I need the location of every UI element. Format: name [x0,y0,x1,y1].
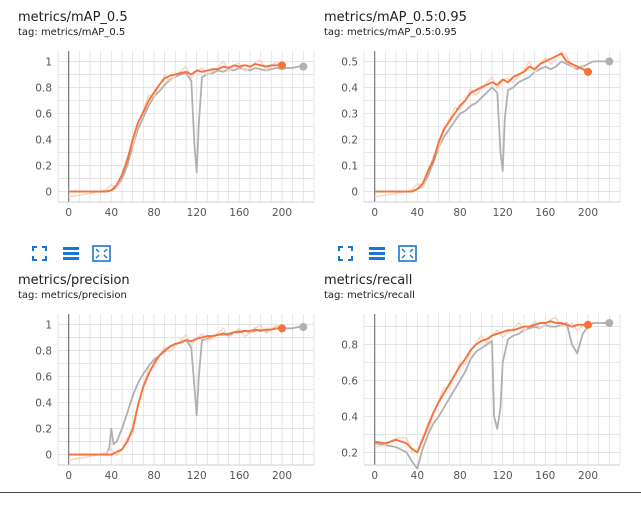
x-tick-label: 80 [453,207,466,219]
x-tick-label: 160 [229,207,249,219]
chart-title: metrics/precision [18,273,130,288]
y-tick-label: 0.6 [35,108,52,120]
y-tick-label: 0.1 [341,161,358,173]
y-tick-label: 0.4 [35,398,52,410]
series-primary-endpoint [584,320,592,329]
fullscreen-icon[interactable] [336,245,355,262]
x-tick-label: 120 [187,470,207,482]
y-tick-label: 0.2 [341,135,358,147]
chart-panel-recall: metrics/recall tag: metrics/recall 0.2 0.… [324,273,629,513]
x-tick-label: 40 [105,207,118,219]
chart-tag: tag: metrics/mAP_0.5:0.95 [324,27,457,38]
chart-plot[interactable]: 0 0.2 0.4 0.6 0.8 1 0 40 80 120 160 200 [18,273,323,493]
x-tick-label: 200 [578,470,598,482]
x-tick-label: 200 [272,207,292,219]
series-primary-line [68,63,282,193]
chart-plot[interactable]: 0 0.1 0.2 0.3 0.4 0.5 0 40 80 120 160 200 [324,10,629,230]
y-tick-label: 0.2 [35,424,52,436]
chart-tag: tag: metrics/mAP_0.5 [18,27,126,38]
series-primary-line [374,320,588,454]
chart-panel-map50: metrics/mAP_0.5 tag: metrics/mAP_0.5 0 0.… [18,10,323,262]
y-tick-label: 0 [45,450,52,462]
x-tick-label: 80 [453,470,466,482]
series-comparison-endpoint [299,323,308,332]
x-tick-label: 0 [65,470,72,482]
x-tick-label: 160 [535,207,555,219]
y-tick-label: 0.3 [341,108,358,120]
y-tick-label: 0.6 [35,371,52,383]
y-tick-label: 0.2 [341,447,358,459]
chart-panel-precision: metrics/precision tag: metrics/precision… [18,273,323,513]
x-tick-label: 0 [371,470,378,482]
series-comparison-endpoint [605,57,614,66]
toggle-lines-icon[interactable] [61,245,80,262]
divider [0,492,641,493]
series-comparison-endpoint [299,62,308,71]
series-primary-endpoint [278,324,286,333]
x-tick-label: 120 [493,470,513,482]
chart-toolbar [30,245,111,262]
series-primary-line [68,327,282,456]
y-tick-label: 0.4 [341,411,358,423]
y-tick-label: 0 [45,187,52,199]
x-tick-label: 80 [147,207,160,219]
series-comparison-line [68,326,304,456]
series-primary-endpoint [278,61,286,70]
series-comparison-endpoint [605,318,614,327]
chart-tag: tag: metrics/precision [18,290,127,301]
x-tick-label: 120 [187,207,207,219]
x-tick-label: 160 [535,470,555,482]
y-tick-label: 1 [45,319,52,331]
x-tick-label: 40 [411,470,424,482]
x-tick-label: 200 [578,207,598,219]
series-primary-endpoint [584,67,592,76]
chart-plot[interactable]: 0.2 0.4 0.6 0.8 0 40 80 120 160 200 [324,273,629,493]
x-tick-label: 200 [272,470,292,482]
x-tick-label: 40 [411,207,424,219]
y-tick-label: 0.4 [35,135,52,147]
series-primary-line [374,52,589,193]
x-tick-label: 0 [65,207,72,219]
fullscreen-icon[interactable] [30,245,49,262]
chart-panel-map50-95: metrics/mAP_0.5:0.95 tag: metrics/mAP_0.… [324,10,629,262]
chart-title: metrics/mAP_0.5:0.95 [324,10,467,25]
y-tick-label: 0.8 [341,340,358,352]
y-tick-label: 0 [351,187,358,199]
x-tick-label: 120 [493,207,513,219]
chart-toolbar [336,245,417,262]
series-comparison-line [374,322,610,470]
y-tick-label: 0.4 [341,82,358,94]
x-tick-label: 160 [229,470,249,482]
x-tick-label: 80 [147,470,160,482]
y-tick-label: 0.5 [341,56,358,68]
toggle-lines-icon[interactable] [367,245,386,262]
y-tick-label: 1 [45,56,52,68]
x-tick-label: 0 [371,207,378,219]
fit-domain-icon[interactable] [398,245,417,262]
chart-title: metrics/mAP_0.5 [18,10,128,25]
chart-title: metrics/recall [324,273,413,288]
x-tick-label: 40 [105,470,118,482]
y-tick-label: 0.8 [35,345,52,357]
y-tick-label: 0.8 [35,82,52,94]
fit-domain-icon[interactable] [92,245,111,262]
chart-tag: tag: metrics/recall [324,290,415,301]
chart-plot[interactable]: 0 0.2 0.4 0.6 0.8 1 0 40 80 120 160 200 [18,10,323,230]
y-tick-label: 0.6 [341,376,358,388]
y-tick-label: 0.2 [35,161,52,173]
